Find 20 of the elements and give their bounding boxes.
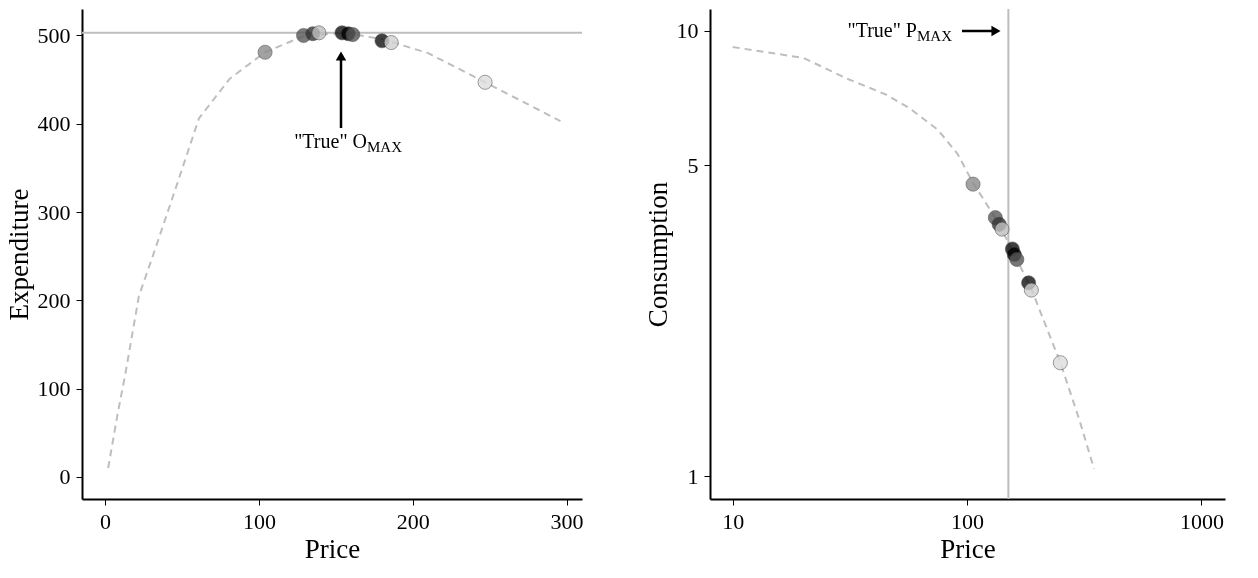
x-tick-label: 10 <box>722 508 745 534</box>
x-tick-label: 300 <box>550 508 584 534</box>
y-tick-label: 500 <box>37 22 71 48</box>
y-tick-label: 100 <box>37 376 71 402</box>
x-tick-label: 0 <box>100 508 112 534</box>
x-tick-label: 100 <box>242 508 276 534</box>
y-tick-label: 300 <box>37 199 71 225</box>
x-axis-title: Price <box>940 533 996 564</box>
x-axis-title: Price <box>304 533 361 564</box>
x-tick-label: 1000 <box>1179 508 1224 534</box>
y-tick-label: 400 <box>37 111 71 137</box>
y-tick-label: 200 <box>37 287 71 313</box>
y-axis-title: Expenditure <box>3 188 34 321</box>
y-tick-label: 0 <box>59 464 71 490</box>
y-tick-label: 1 <box>687 463 699 489</box>
y-tick-label: 5 <box>687 152 699 178</box>
x-tick-label: 200 <box>396 508 430 534</box>
x-tick-label: 100 <box>951 508 985 534</box>
y-tick-label: 10 <box>676 18 699 44</box>
y-axis-title: Consumption <box>642 181 673 328</box>
